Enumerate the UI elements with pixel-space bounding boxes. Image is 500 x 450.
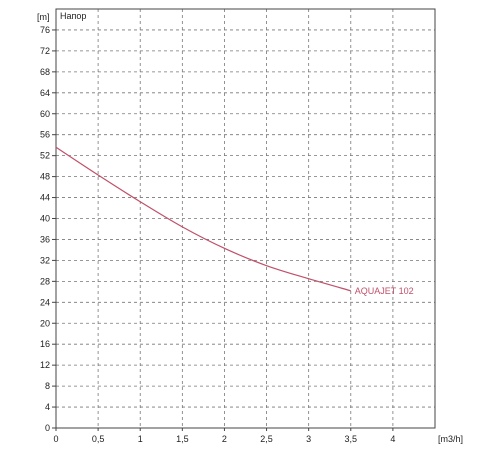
x-axis-unit: [m3/h] bbox=[438, 434, 463, 444]
y-tick-label: 44 bbox=[40, 193, 50, 203]
x-tick-label: 1,5 bbox=[176, 434, 189, 444]
y-tick-label: 60 bbox=[40, 109, 50, 119]
series: AQUAJET 102 bbox=[55, 146, 414, 296]
x-tick-label: 1 bbox=[138, 434, 143, 444]
y-tick-label: 36 bbox=[40, 234, 50, 244]
series-line-aquajet-102 bbox=[55, 146, 351, 292]
y-axis-title: Напор bbox=[60, 11, 86, 21]
y-tick-label: 32 bbox=[40, 255, 50, 265]
y-tick-label: 12 bbox=[40, 360, 50, 370]
y-tick-label: 56 bbox=[40, 130, 50, 140]
y-tick-label: 0 bbox=[45, 423, 50, 433]
x-tick-label: 0 bbox=[53, 434, 58, 444]
y-tick-label: 76 bbox=[40, 25, 50, 35]
y-tick-label: 28 bbox=[40, 276, 50, 286]
x-tick-label: 3 bbox=[306, 434, 311, 444]
x-tick-label: 4 bbox=[390, 434, 395, 444]
x-tick-label: 2 bbox=[222, 434, 227, 444]
x-tick-label: 0,5 bbox=[92, 434, 105, 444]
y-tick-label: 68 bbox=[40, 67, 50, 77]
y-tick-label: 20 bbox=[40, 318, 50, 328]
y-tick-label: 40 bbox=[40, 214, 50, 224]
y-tick-label: 4 bbox=[45, 402, 50, 412]
y-tick-label: 72 bbox=[40, 46, 50, 56]
y-axis-unit: [m] bbox=[37, 12, 50, 22]
y-tick-label: 48 bbox=[40, 172, 50, 182]
tick-labels: 0 0,5 1 1,5 2 2,5 3 3,5 404812162024283236404448… bbox=[40, 25, 395, 444]
y-tick-label: 24 bbox=[40, 297, 50, 307]
x-tick-label: 2,5 bbox=[260, 434, 273, 444]
y-tick-label: 52 bbox=[40, 151, 50, 161]
y-tick-label: 64 bbox=[40, 88, 50, 98]
x-tick-label: 3,5 bbox=[345, 434, 358, 444]
y-tick-label: 8 bbox=[45, 381, 50, 391]
series-label: AQUAJET 102 bbox=[355, 286, 414, 296]
y-tick-label: 16 bbox=[40, 339, 50, 349]
grid bbox=[56, 9, 435, 428]
